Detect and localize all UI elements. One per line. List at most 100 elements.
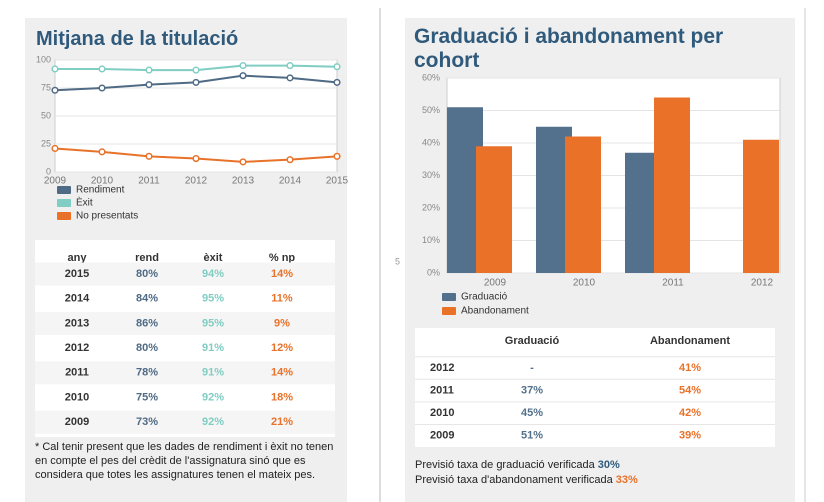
table-cell: - bbox=[530, 362, 534, 374]
table-cell: 2011 bbox=[65, 367, 89, 379]
x-tick-label: 2011 bbox=[662, 278, 684, 289]
table-cell: 39% bbox=[679, 430, 701, 442]
table-row bbox=[35, 262, 335, 286]
row-label: 2012 bbox=[430, 362, 454, 374]
table-cell: 51% bbox=[521, 430, 543, 442]
x-tick-label: 2012 bbox=[185, 176, 208, 187]
table-cell: 95% bbox=[202, 293, 224, 305]
point bbox=[333, 78, 341, 86]
point bbox=[192, 78, 200, 86]
x-tick-label: 2009 bbox=[44, 176, 67, 187]
x-tick-label: 2014 bbox=[279, 176, 302, 187]
x-tick-label: 2010 bbox=[91, 176, 114, 187]
point bbox=[51, 65, 59, 73]
point bbox=[239, 158, 247, 166]
legend-label: Graduació bbox=[461, 292, 508, 303]
table-cell: 11% bbox=[271, 293, 293, 305]
y-tick-label: 60% bbox=[422, 72, 440, 82]
forecast: Previsió taxa d'abandonament verificada 3… bbox=[415, 474, 638, 486]
table-cell: 12% bbox=[271, 342, 293, 354]
point bbox=[192, 66, 200, 74]
x-tick-label: 2011 bbox=[138, 176, 160, 187]
y-tick-label: 0% bbox=[427, 267, 440, 277]
legend-swatch bbox=[57, 199, 71, 207]
row-label: 2009 bbox=[430, 430, 454, 442]
table-cell: 2014 bbox=[65, 293, 90, 305]
legend-label: Èxit bbox=[76, 196, 93, 209]
table-cell: 14% bbox=[271, 268, 293, 280]
table-cell: 37% bbox=[521, 385, 543, 397]
table-cell: 2010 bbox=[65, 391, 89, 403]
forecast-text: Previsió taxa de graduació verificada bbox=[415, 459, 595, 471]
point bbox=[333, 152, 341, 160]
point bbox=[145, 152, 153, 160]
table-cell: 2009 bbox=[65, 416, 89, 428]
legend-swatch bbox=[57, 186, 71, 194]
point bbox=[239, 72, 247, 80]
table-header: rend bbox=[135, 252, 159, 264]
y-tick-label: 25 bbox=[41, 138, 51, 148]
forecast-value: 33% bbox=[615, 474, 638, 486]
table-cell: 41% bbox=[679, 362, 701, 374]
table-cell: 78% bbox=[136, 367, 158, 379]
table-cell: 91% bbox=[202, 342, 224, 354]
x-tick-label: 2009 bbox=[484, 278, 507, 289]
table-cell: 18% bbox=[271, 391, 293, 403]
y-tick-label: 100 bbox=[36, 54, 51, 64]
table-row bbox=[35, 287, 335, 311]
point bbox=[98, 148, 106, 156]
y-tick-label: 50 bbox=[41, 110, 51, 120]
bar bbox=[565, 136, 601, 273]
row-label: 2011 bbox=[430, 385, 454, 397]
chart-title: Graduació i abandonament per cohort bbox=[414, 25, 724, 72]
point bbox=[286, 156, 294, 164]
point bbox=[145, 66, 153, 74]
point bbox=[286, 62, 294, 70]
note: * Cal tenir present que les dades de ren… bbox=[35, 441, 334, 481]
table-row bbox=[35, 336, 335, 360]
bar bbox=[654, 97, 690, 273]
forecast: Previsió taxa de graduació verificada 30% bbox=[415, 459, 620, 471]
forecast-value: 30% bbox=[597, 459, 620, 471]
y-tick-label: 50% bbox=[422, 105, 440, 115]
point bbox=[145, 81, 153, 89]
point bbox=[98, 84, 106, 92]
table-cell: 75% bbox=[136, 391, 158, 403]
table-cell: 80% bbox=[136, 342, 158, 354]
table-row bbox=[35, 410, 335, 434]
table-cell: 42% bbox=[679, 407, 701, 419]
legend-swatch bbox=[442, 307, 456, 315]
bar bbox=[476, 146, 512, 273]
stray-text: 5 bbox=[395, 256, 400, 266]
y-tick-label: 40% bbox=[422, 137, 440, 147]
table-cell: 54% bbox=[679, 385, 701, 397]
table-cell: 45% bbox=[521, 407, 543, 419]
table-cell: 9% bbox=[274, 317, 290, 329]
x-tick-label: 2012 bbox=[751, 278, 774, 289]
table-cell: 80% bbox=[136, 268, 158, 280]
point bbox=[333, 63, 341, 71]
table-row bbox=[35, 386, 335, 409]
table-cell: 86% bbox=[136, 317, 158, 329]
point bbox=[286, 74, 294, 82]
table-header: Graduació bbox=[505, 335, 560, 347]
bar bbox=[743, 139, 779, 273]
point bbox=[51, 86, 59, 94]
table-cell: 73% bbox=[136, 416, 158, 428]
table-cell: 2015 bbox=[65, 268, 89, 280]
point bbox=[51, 144, 59, 153]
table-header: any bbox=[68, 252, 88, 264]
y-tick-label: 30% bbox=[422, 170, 440, 180]
table-cell: 95% bbox=[202, 317, 224, 329]
table-row bbox=[35, 311, 335, 335]
x-tick-label: 2010 bbox=[573, 278, 596, 289]
legend-label: No presentats bbox=[76, 211, 138, 222]
table-header: Abandonament bbox=[650, 335, 730, 347]
table-cell: 2012 bbox=[65, 342, 89, 354]
table-header: èxit bbox=[204, 252, 223, 264]
legend-swatch bbox=[442, 293, 456, 301]
table-header: % np bbox=[269, 252, 296, 264]
forecast-text: Previsió taxa d'abandonament verificada bbox=[415, 474, 613, 486]
